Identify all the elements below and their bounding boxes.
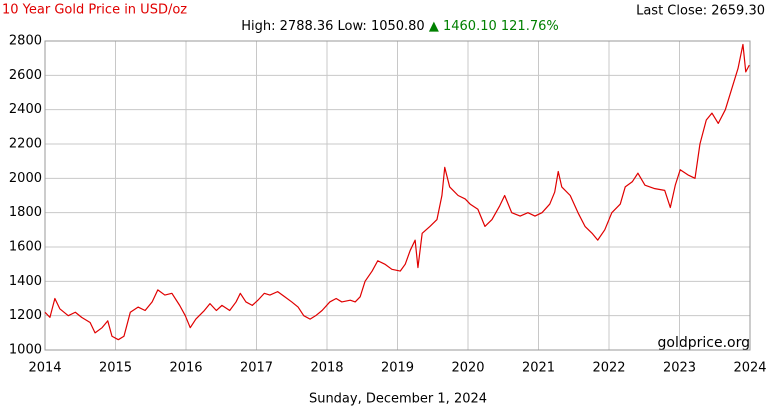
x-tick-label: 2014 xyxy=(28,361,61,376)
chart-title: 10 Year Gold Price in USD/oz xyxy=(2,3,187,18)
y-tick-label: 2800 xyxy=(9,34,42,49)
y-tick-label: 2400 xyxy=(9,102,42,117)
x-tick-label: 2021 xyxy=(522,361,555,376)
y-tick-label: 1600 xyxy=(9,240,42,255)
y-tick-label: 1000 xyxy=(9,343,42,358)
x-tick-label: 2016 xyxy=(169,361,202,376)
x-tick-label: 2019 xyxy=(381,361,414,376)
x-tick-label: 2024 xyxy=(733,361,766,376)
plot-border xyxy=(44,40,751,351)
x-tick-label: 2023 xyxy=(663,361,696,376)
y-tick-label: 1200 xyxy=(9,308,42,323)
x-tick-label: 2018 xyxy=(310,361,343,376)
price-line xyxy=(44,43,750,341)
y-tick-label: 2600 xyxy=(9,68,42,83)
last-close: Last Close: 2659.30 xyxy=(636,4,765,19)
y-tick-label: 2200 xyxy=(9,137,42,152)
stats: High: 2788.36 Low: 1050.80 ▲ 1460.10 121… xyxy=(241,19,558,34)
change: ▲ 1460.10 121.76% xyxy=(429,19,559,34)
x-tick-label: 2022 xyxy=(592,361,625,376)
watermark: goldprice.org xyxy=(658,335,750,351)
x-tick-label: 2020 xyxy=(451,361,484,376)
y-tick-label: 1800 xyxy=(9,205,42,220)
x-tick-label: 2017 xyxy=(240,361,273,376)
y-tick-label: 1400 xyxy=(9,274,42,289)
x-tick-label: 2015 xyxy=(99,361,132,376)
date: Sunday, December 1, 2024 xyxy=(309,392,487,407)
y-tick-label: 2000 xyxy=(9,171,42,186)
high-low: High: 2788.36 Low: 1050.80 xyxy=(241,19,424,34)
